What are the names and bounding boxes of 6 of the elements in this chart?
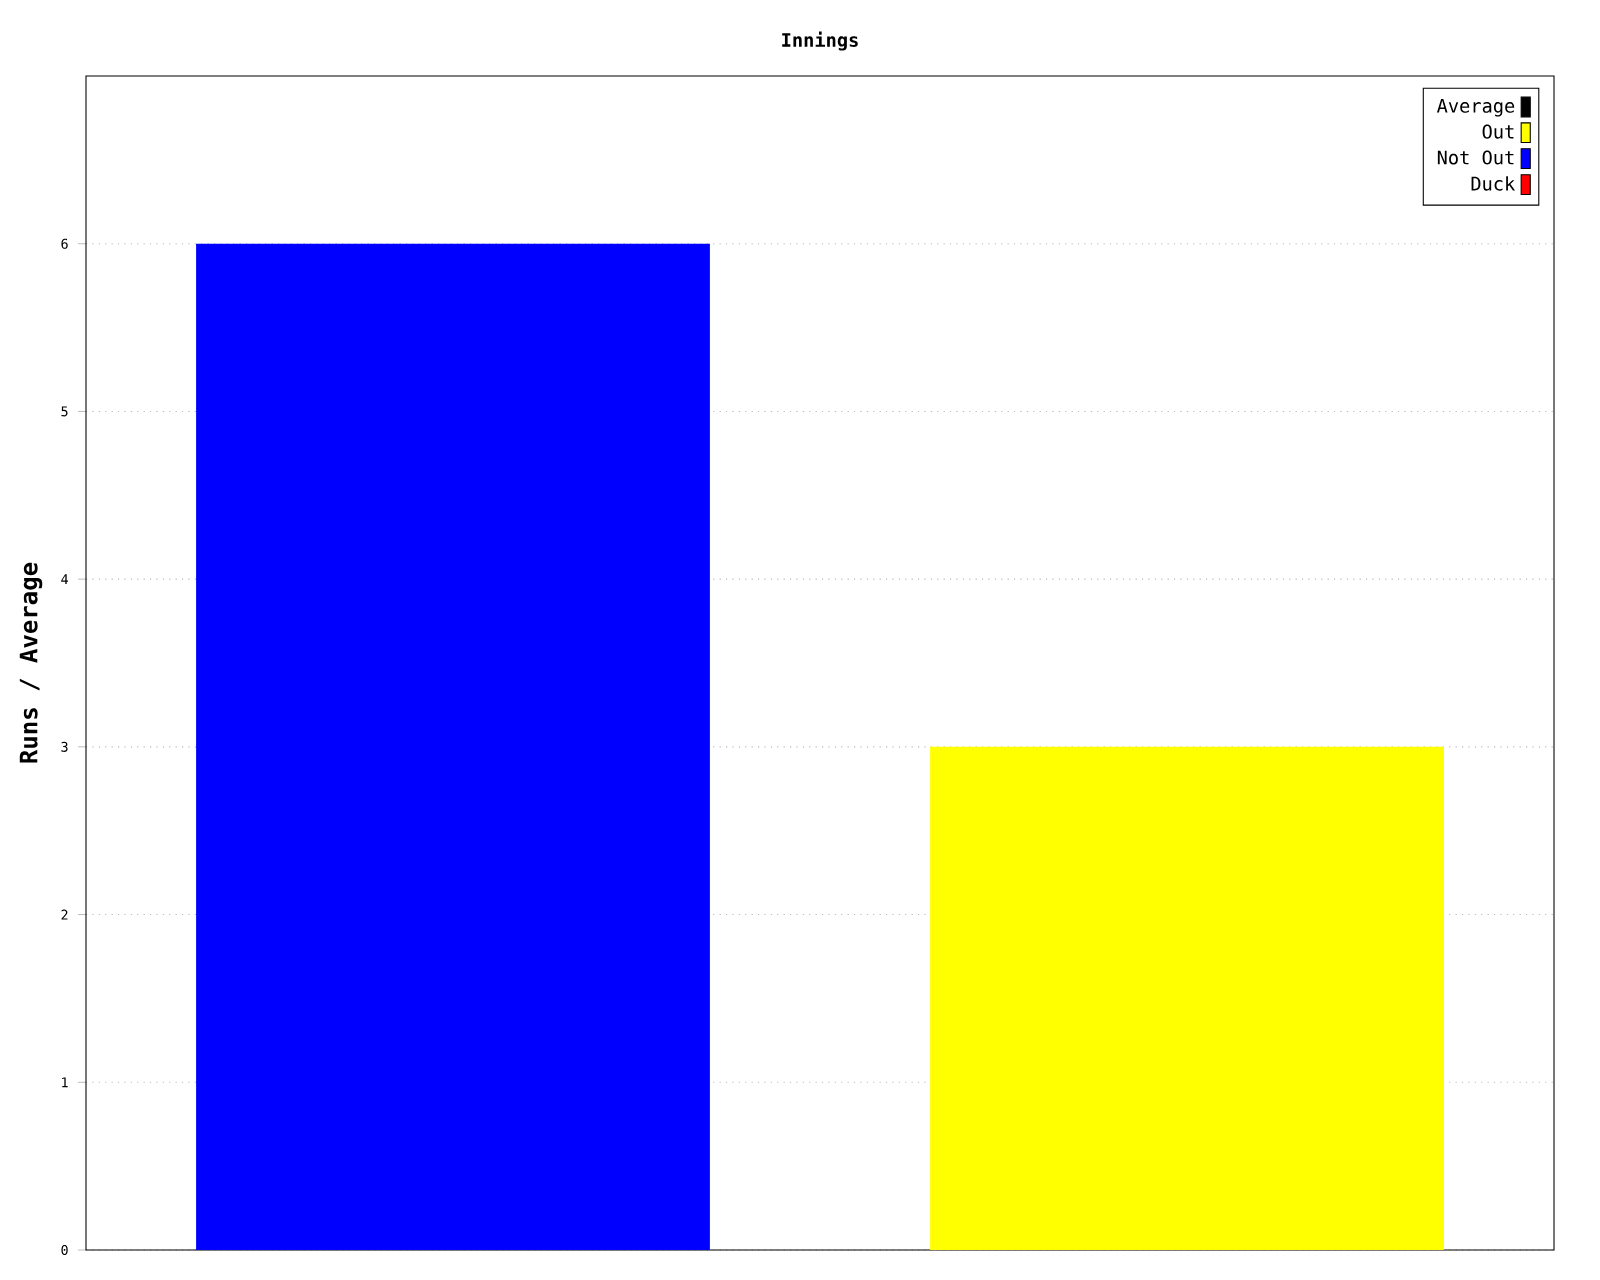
legend-label: Not Out xyxy=(1437,150,1514,165)
legend-label: Out xyxy=(1482,124,1514,139)
legend-label: Duck xyxy=(1471,176,1516,191)
chart-title: Innings xyxy=(782,31,858,51)
legend-label: Average xyxy=(1436,98,1515,117)
y-axis-title: Runs / Average xyxy=(19,562,43,763)
